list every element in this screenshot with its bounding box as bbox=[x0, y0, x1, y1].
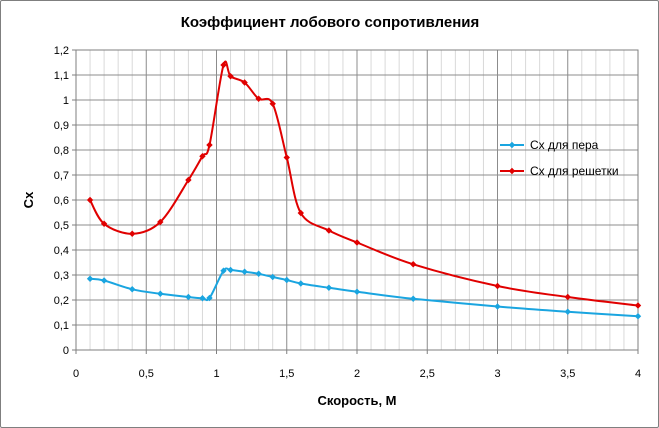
data-point bbox=[494, 303, 501, 310]
y-tick-label: 0,8 bbox=[54, 145, 69, 157]
data-point bbox=[185, 293, 192, 301]
data-point bbox=[86, 275, 94, 282]
data-point bbox=[634, 313, 642, 320]
series-1 bbox=[86, 60, 642, 309]
y-tick-label: 0,3 bbox=[54, 270, 69, 282]
y-tick-label: 0,5 bbox=[54, 220, 69, 232]
data-point bbox=[325, 284, 333, 291]
data-point bbox=[241, 268, 248, 275]
y-axis-ticks: 0 0,1 0,2 0,3 0,4 0,5 0,6 0,7 0,8 0,9 1 1,1 1,2 bbox=[54, 45, 76, 357]
y-tick-label: 0,6 bbox=[54, 195, 69, 207]
y-tick-label: 1 bbox=[63, 95, 69, 107]
x-tick-label: 0 bbox=[73, 368, 79, 380]
series-0 bbox=[86, 266, 642, 320]
data-point bbox=[185, 176, 192, 184]
data-point bbox=[297, 280, 304, 287]
y-tick-label: 1,2 bbox=[54, 45, 69, 57]
legend-marker bbox=[508, 167, 516, 175]
x-tick-label: 0,5 bbox=[139, 368, 154, 380]
data-point bbox=[199, 295, 206, 302]
data-point bbox=[255, 95, 262, 102]
y-tick-label: 0,1 bbox=[54, 320, 69, 332]
gridlines bbox=[75, 49, 639, 351]
x-tick-label: 1,5 bbox=[279, 368, 294, 380]
data-point bbox=[157, 218, 164, 226]
legend-marker bbox=[508, 141, 516, 149]
y-tick-label: 0,4 bbox=[54, 245, 69, 257]
legend-entry: Cx для пера bbox=[500, 138, 599, 152]
x-tick-label: 3,5 bbox=[560, 368, 575, 380]
data-point bbox=[220, 267, 227, 274]
data-point bbox=[206, 141, 213, 149]
x-tick-label: 1 bbox=[213, 368, 219, 380]
x-tick-label: 4 bbox=[635, 368, 641, 380]
data-point bbox=[353, 288, 361, 295]
x-tick-label: 3 bbox=[494, 368, 500, 380]
data-point bbox=[220, 61, 227, 69]
legend-label: Cx для решетки bbox=[530, 164, 619, 178]
data-point bbox=[269, 100, 276, 107]
y-tick-label: 0,2 bbox=[54, 295, 69, 307]
legend-label: Cx для пера bbox=[530, 138, 599, 152]
y-tick-label: 0,9 bbox=[54, 120, 69, 132]
series-line bbox=[89, 60, 639, 307]
data-point bbox=[494, 282, 501, 290]
data-point bbox=[227, 73, 234, 80]
data-point bbox=[86, 196, 94, 204]
x-tick-label: 2 bbox=[354, 368, 360, 380]
data-point bbox=[255, 270, 262, 277]
data-point bbox=[564, 293, 571, 301]
series-layer bbox=[86, 60, 642, 320]
y-axis-title: Cx bbox=[21, 191, 36, 208]
data-point bbox=[564, 308, 571, 315]
data-point bbox=[227, 266, 234, 274]
data-point bbox=[353, 239, 361, 246]
data-point bbox=[269, 273, 276, 281]
data-point bbox=[206, 294, 213, 302]
x-tick-label: 2,5 bbox=[420, 368, 435, 380]
y-tick-label: 1,1 bbox=[54, 70, 69, 82]
data-point bbox=[157, 290, 164, 297]
data-point bbox=[297, 209, 304, 217]
data-point bbox=[100, 277, 108, 284]
data-point bbox=[325, 227, 333, 234]
data-point bbox=[283, 154, 290, 161]
data-point bbox=[283, 276, 290, 284]
data-point bbox=[129, 230, 136, 237]
legend: Cx для пера Cx для решетки bbox=[500, 138, 619, 178]
data-point bbox=[100, 220, 108, 227]
data-point bbox=[241, 79, 248, 86]
data-point bbox=[199, 153, 206, 160]
x-axis-title: Скорость, М bbox=[317, 393, 396, 408]
data-point bbox=[410, 295, 417, 302]
chart-title: Коэффициент лобового сопротивления bbox=[181, 14, 480, 31]
series-line bbox=[89, 267, 639, 318]
y-tick-label: 0,7 bbox=[54, 170, 69, 182]
data-point bbox=[634, 302, 642, 309]
data-point bbox=[410, 261, 417, 268]
data-point bbox=[129, 286, 136, 293]
y-tick-label: 0 bbox=[63, 345, 69, 357]
legend-entry: Cx для решетки bbox=[500, 164, 619, 178]
x-axis-ticks: 0 0,5 1 1,5 2 2,5 3 3,5 4 bbox=[73, 350, 641, 380]
